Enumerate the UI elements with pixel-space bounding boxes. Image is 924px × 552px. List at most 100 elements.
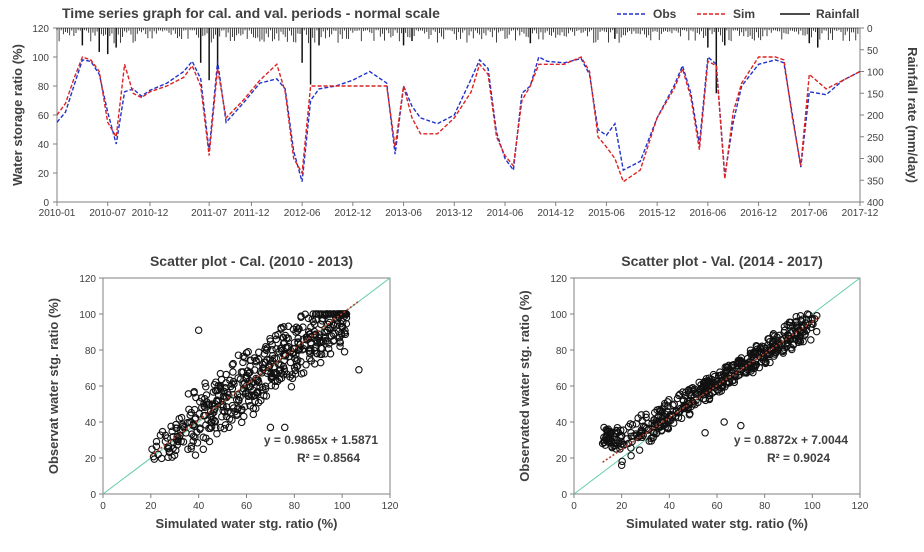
ts-y-tick-label: 20 (38, 169, 50, 180)
scatter-point (642, 413, 650, 422)
scatter-point (229, 359, 237, 368)
scatter-point (276, 365, 285, 374)
scatter-point (185, 405, 193, 414)
sc2-x-tick-label: 80 (759, 501, 771, 512)
scatter-point (665, 395, 673, 404)
scatter-point (341, 330, 350, 339)
scatter-point (163, 444, 172, 452)
scatter-point (792, 321, 801, 330)
scatter-point (799, 337, 807, 346)
scatter-point (316, 358, 325, 367)
sc1-x-tick-label: 40 (193, 501, 205, 512)
scatter-point (241, 353, 249, 362)
scatter-point (303, 333, 311, 342)
ts-chart-title: Time series graph for cal. and val. peri… (62, 5, 440, 21)
scatter-point (240, 412, 248, 421)
scatter-point (807, 336, 815, 344)
scatter-point (737, 421, 745, 430)
scatter-point (699, 383, 708, 391)
scatter-point (290, 344, 299, 353)
scatter-point (239, 352, 247, 361)
scatter-point (187, 444, 195, 453)
scatter-point (329, 330, 338, 338)
scatter-point (331, 313, 340, 322)
scatter-point (177, 413, 186, 422)
scatter-point (284, 334, 292, 342)
scatter-point (598, 439, 607, 448)
scatter-point (268, 341, 276, 349)
scatter-point (301, 310, 309, 319)
scatter-point (244, 348, 252, 356)
scatter-point (199, 445, 208, 454)
sc2-x-tick-label: 100 (804, 501, 821, 512)
scatter-point (673, 394, 682, 403)
sc2-x-tick-label: 40 (664, 501, 676, 512)
scatter-point (757, 357, 766, 366)
ts-y2-axis-label: Rainfall rate (mm/day) (905, 47, 920, 183)
scatter-point (212, 378, 220, 386)
scatter-point (219, 403, 227, 411)
ts-y2-tick-label: 150 (867, 89, 884, 100)
sc1-r-squared: R² = 0.8564 (297, 451, 360, 465)
scatter-point (292, 323, 301, 332)
scatter-point (315, 333, 324, 341)
scatter-point (780, 322, 789, 331)
sc1-x-axis-label: Simulated water stg. ratio (%) (155, 516, 337, 531)
scatter-point (657, 412, 665, 420)
scatter-point (169, 438, 178, 447)
scatter-point (687, 402, 695, 411)
scatter-point (627, 444, 635, 452)
sc2-x-tick-label: 20 (616, 501, 628, 512)
scatter-point (624, 439, 633, 448)
scatter-point (306, 345, 315, 353)
scatter-point (709, 370, 718, 379)
ts-x-tick-label: 2010-12 (132, 208, 169, 219)
scatter-point (310, 346, 319, 355)
scatter-point (775, 331, 784, 340)
sc2-x-tick-label: 0 (571, 501, 577, 512)
ts-y2-tick-label: 400 (867, 198, 884, 209)
ts-x-tick-label: 2012-12 (334, 208, 371, 219)
scatter-point (239, 387, 247, 395)
scatter-point (326, 310, 334, 318)
scatter-point (228, 380, 236, 388)
ts-y2-tick-label: 300 (867, 155, 884, 166)
scatter-point (225, 423, 233, 432)
scatter-point (265, 362, 274, 370)
ts-y2-tick-label: 250 (867, 133, 884, 144)
sc2-y-tick-label: 60 (556, 382, 568, 393)
scatter-point (336, 337, 344, 346)
sc1-y-tick-label: 0 (90, 490, 96, 501)
scatter-point (272, 335, 281, 344)
scatter-point (338, 330, 346, 339)
scatter-point (792, 312, 800, 321)
scatter-point (807, 316, 815, 324)
scatter-point (307, 357, 316, 365)
sc1-y-axis-label: Observat water stg. ratio (%) (46, 298, 61, 474)
scatter-point (244, 392, 252, 400)
scatter-point (807, 320, 816, 328)
scatter-point (262, 392, 271, 400)
scatter-point (618, 457, 626, 466)
scatter-point (193, 428, 201, 436)
scatter-point (769, 339, 778, 347)
scatter-point (605, 427, 614, 436)
sc2-y-tick-label: 0 (561, 490, 567, 501)
scatter-point (234, 351, 243, 359)
scatter-point (208, 400, 216, 408)
sc2-trend-line (602, 316, 820, 463)
scatter-point (191, 451, 200, 459)
scatter-point (617, 461, 626, 469)
ts-y-tick-label: 60 (38, 111, 50, 122)
scatter-point (336, 342, 344, 350)
scatter-point (680, 404, 689, 413)
sc2-r-squared: R² = 0.9024 (767, 451, 830, 465)
ts-y2-tick-label: 200 (867, 111, 884, 122)
scatter-point (288, 370, 296, 379)
legend-label-rainfall: Rainfall (816, 7, 859, 21)
scatter-point (637, 429, 646, 438)
scatter-point (746, 365, 755, 373)
scatter-point (187, 442, 196, 450)
sc1-y-tick-label: 60 (85, 382, 97, 393)
